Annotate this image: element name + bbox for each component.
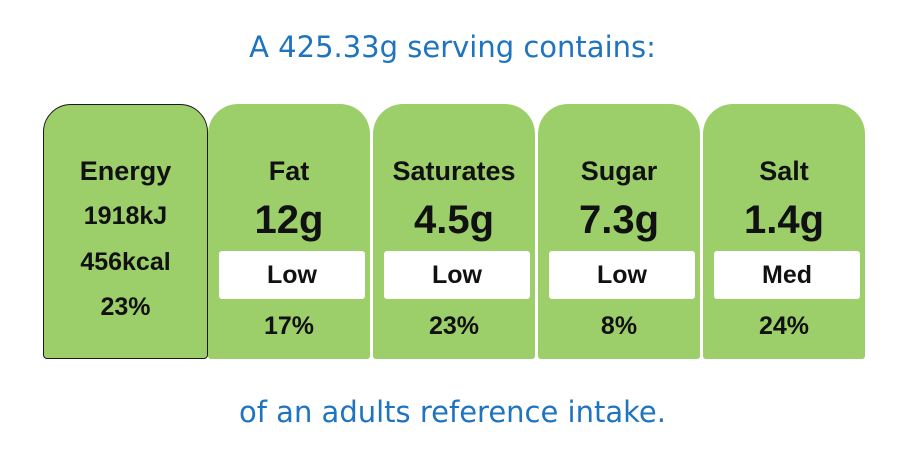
sugar-panel: Sugar 7.3g Low 8% (538, 104, 700, 359)
nutrient-percent: 17% (263, 312, 315, 340)
nutrient-level-badge: Low (219, 251, 365, 299)
energy-panel: Energy 1918kJ 456kcal 23% (43, 104, 208, 359)
nutrient-percent: 23% (428, 312, 480, 340)
nutrient-amount: 4.5g (413, 198, 495, 242)
nutrient-amount: 7.3g (578, 198, 660, 242)
nutrient-level-badge: Low (384, 251, 530, 299)
salt-panel: Salt 1.4g Med 24% (703, 104, 865, 359)
serving-heading: A 425.33g serving contains: (249, 30, 656, 64)
fat-panel: Fat 12g Low 17% (208, 104, 370, 359)
nutrient-percent: 24% (758, 312, 810, 340)
energy-label: Energy (79, 156, 172, 186)
energy-percent: 23% (100, 293, 151, 321)
nutrient-label: Sugar (580, 156, 658, 186)
nutrient-label: Salt (759, 156, 809, 186)
energy-kcal: 456kcal (80, 248, 171, 276)
nutrient-amount: 12g (254, 198, 324, 242)
nutrient-amount: 1.4g (743, 198, 825, 242)
nutrient-label: Saturates (392, 156, 516, 186)
nutrient-label: Fat (268, 156, 310, 186)
saturates-panel: Saturates 4.5g Low 23% (373, 104, 535, 359)
nutrient-level-badge: Low (549, 251, 695, 299)
nutrient-percent: 8% (600, 312, 638, 340)
energy-kj: 1918kJ (83, 202, 168, 230)
nutrient-level-badge: Med (714, 251, 860, 299)
reference-intake-note: of an adults reference intake. (239, 395, 666, 429)
